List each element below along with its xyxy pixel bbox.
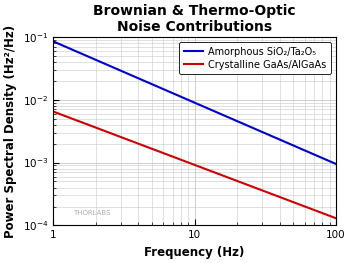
Legend: Amorphous SiO₂/Ta₂O₅, Crystalline GaAs/AlGaAs: Amorphous SiO₂/Ta₂O₅, Crystalline GaAs/A… — [179, 42, 331, 74]
Amorphous SiO₂/Ta₂O₅ — [204, 106, 208, 109]
Crystalline GaAs/AlGaAs — [187, 161, 191, 164]
Amorphous SiO₂/Ta₂O₅ — [51, 40, 55, 43]
Title: Brownian & Thermo-Optic
Noise Contributions: Brownian & Thermo-Optic Noise Contributi… — [93, 4, 296, 34]
Line: Crystalline GaAs/AlGaAs: Crystalline GaAs/AlGaAs — [53, 112, 336, 218]
Crystalline GaAs/AlGaAs — [327, 214, 331, 217]
Crystalline GaAs/AlGaAs — [51, 110, 55, 113]
Crystalline GaAs/AlGaAs — [283, 198, 287, 201]
Amorphous SiO₂/Ta₂O₅ — [186, 98, 190, 101]
Crystalline GaAs/AlGaAs — [204, 168, 208, 171]
X-axis label: Frequency (Hz): Frequency (Hz) — [145, 246, 245, 259]
Crystalline GaAs/AlGaAs — [219, 174, 224, 177]
Amorphous SiO₂/Ta₂O₅ — [283, 140, 287, 143]
Line: Amorphous SiO₂/Ta₂O₅: Amorphous SiO₂/Ta₂O₅ — [53, 41, 336, 164]
Y-axis label: Power Spectral Density (Hz²/Hz): Power Spectral Density (Hz²/Hz) — [4, 25, 17, 238]
Amorphous SiO₂/Ta₂O₅ — [187, 99, 191, 102]
Amorphous SiO₂/Ta₂O₅ — [334, 163, 338, 166]
Amorphous SiO₂/Ta₂O₅ — [219, 113, 224, 116]
Text: THORLABS: THORLABS — [73, 210, 110, 216]
Crystalline GaAs/AlGaAs — [186, 161, 190, 164]
Amorphous SiO₂/Ta₂O₅ — [327, 159, 331, 163]
Crystalline GaAs/AlGaAs — [334, 217, 338, 220]
